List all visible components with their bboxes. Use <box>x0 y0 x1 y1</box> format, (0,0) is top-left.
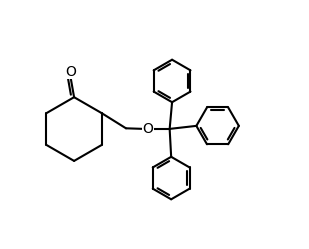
Text: O: O <box>142 122 153 136</box>
Text: O: O <box>65 65 76 79</box>
